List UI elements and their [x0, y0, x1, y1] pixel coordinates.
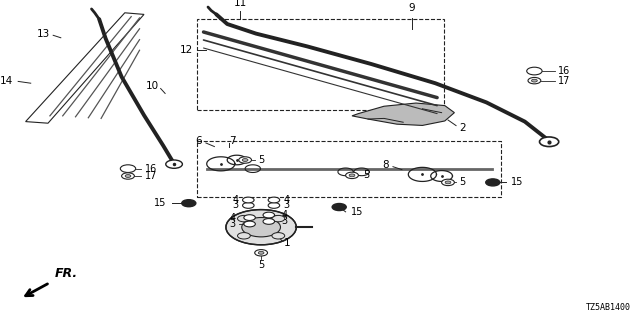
Circle shape — [540, 137, 559, 147]
Circle shape — [243, 197, 254, 203]
Text: 17: 17 — [145, 171, 157, 181]
Circle shape — [243, 203, 254, 208]
Text: 15: 15 — [511, 177, 523, 188]
Text: 14: 14 — [0, 76, 13, 86]
Circle shape — [528, 77, 541, 84]
Circle shape — [120, 165, 136, 172]
Circle shape — [237, 215, 250, 222]
Text: 4: 4 — [282, 210, 288, 220]
Bar — [197, 141, 501, 197]
Circle shape — [226, 210, 296, 245]
Text: 15: 15 — [351, 207, 363, 217]
Circle shape — [259, 252, 264, 254]
Circle shape — [272, 233, 285, 239]
Text: 17: 17 — [558, 76, 570, 86]
Text: 16: 16 — [558, 66, 570, 76]
Polygon shape — [352, 103, 454, 125]
Text: 1: 1 — [284, 238, 290, 248]
Text: 3: 3 — [229, 219, 236, 229]
Circle shape — [122, 173, 134, 179]
Text: 7: 7 — [229, 136, 236, 147]
Circle shape — [263, 212, 275, 218]
Circle shape — [242, 218, 280, 237]
Circle shape — [272, 215, 285, 222]
Text: 6: 6 — [196, 136, 202, 147]
Circle shape — [182, 200, 196, 207]
Text: 8: 8 — [383, 160, 389, 171]
Circle shape — [486, 179, 500, 186]
Text: 15: 15 — [154, 198, 166, 208]
Text: 13: 13 — [36, 29, 50, 39]
Circle shape — [244, 215, 255, 220]
Text: 3: 3 — [284, 200, 290, 211]
Text: 5: 5 — [258, 155, 264, 165]
Text: 3: 3 — [282, 216, 288, 227]
Circle shape — [268, 197, 280, 203]
Text: 5: 5 — [258, 260, 264, 270]
Text: 3: 3 — [232, 200, 239, 211]
Text: 12: 12 — [180, 44, 193, 55]
Text: 10: 10 — [145, 81, 159, 92]
Circle shape — [332, 204, 346, 211]
Circle shape — [239, 157, 252, 163]
Circle shape — [531, 79, 538, 82]
Circle shape — [346, 172, 358, 179]
Text: 9: 9 — [408, 3, 415, 13]
Text: 5: 5 — [364, 170, 370, 180]
Text: 4: 4 — [232, 195, 239, 205]
Text: 4: 4 — [284, 195, 290, 205]
Circle shape — [349, 174, 355, 177]
Bar — [197, 19, 444, 110]
Text: 11: 11 — [234, 0, 246, 8]
Circle shape — [445, 181, 451, 184]
Text: 2: 2 — [460, 123, 466, 133]
Text: 16: 16 — [145, 164, 157, 174]
Circle shape — [442, 179, 454, 186]
Circle shape — [125, 175, 131, 177]
Circle shape — [255, 250, 268, 256]
Circle shape — [527, 67, 542, 75]
Circle shape — [263, 219, 275, 224]
Circle shape — [243, 158, 248, 161]
Circle shape — [244, 221, 255, 227]
Text: FR.: FR. — [54, 267, 77, 280]
Text: 4: 4 — [229, 212, 236, 223]
Text: TZ5AB1400: TZ5AB1400 — [586, 303, 630, 312]
Circle shape — [166, 160, 182, 168]
Circle shape — [237, 233, 250, 239]
Circle shape — [268, 203, 280, 208]
Text: 5: 5 — [460, 177, 466, 188]
